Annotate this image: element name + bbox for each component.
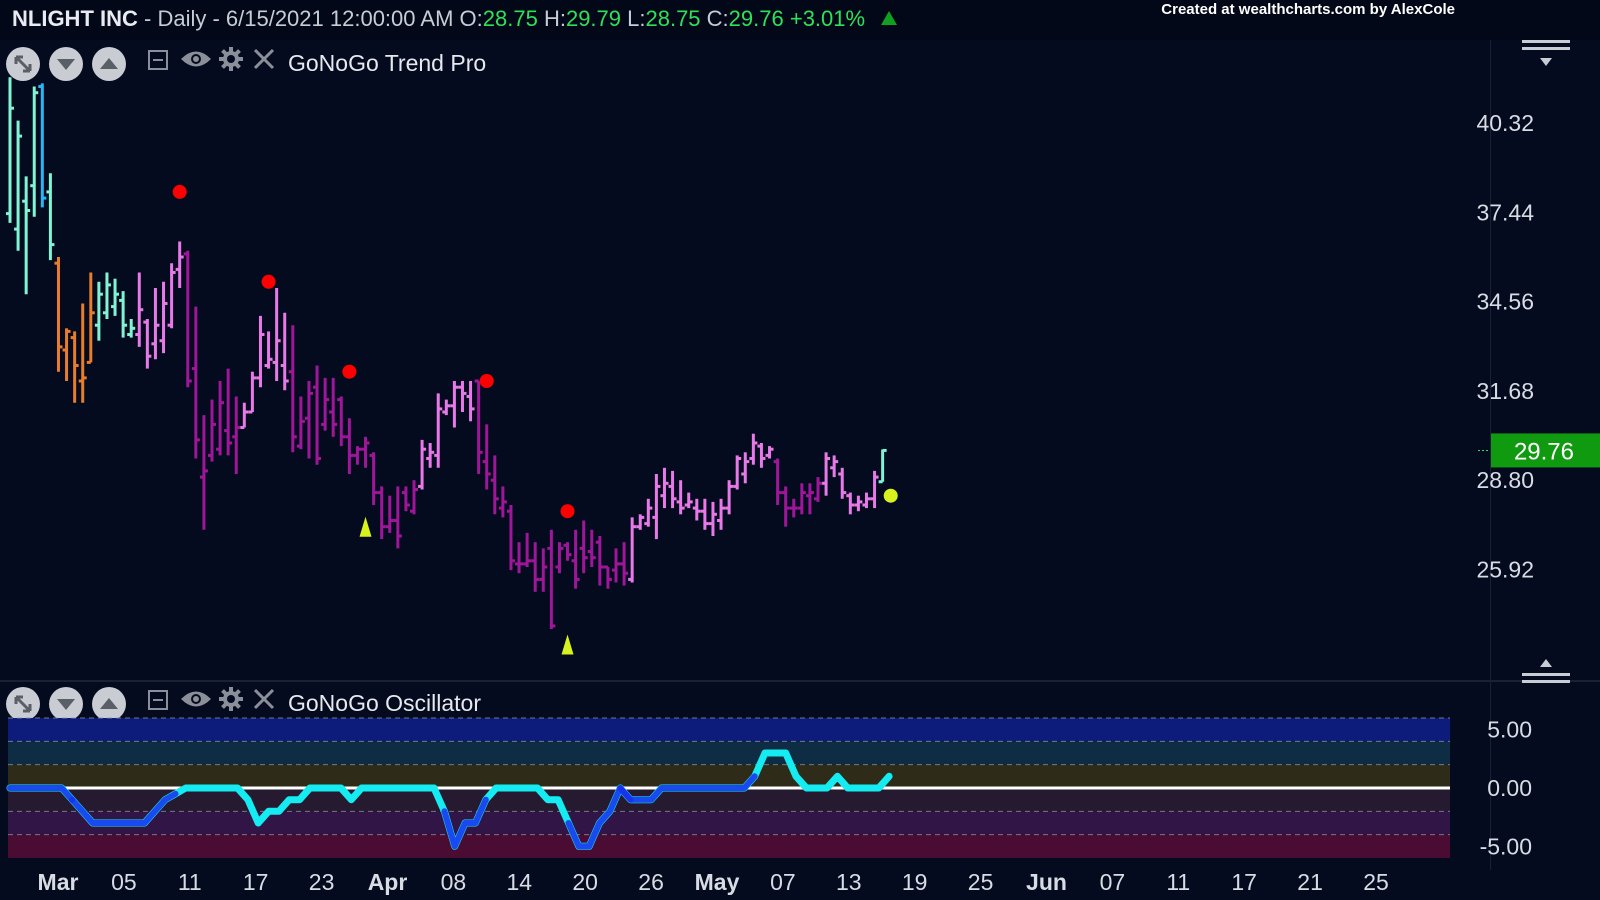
high-value: 29.79 — [565, 6, 622, 31]
go-trend-triangle — [359, 516, 372, 537]
date-axis-label: 07 — [770, 869, 796, 895]
oscillator-axis-label: 5.00 — [1487, 717, 1532, 743]
top-bar: NLIGHT INC - Daily - 6/15/2021 12:00:00 … — [0, 0, 1600, 40]
oscillator-heavy-segment — [7, 785, 76, 803]
oscillator-heavy-segment — [617, 773, 758, 803]
last-price-badge — [1491, 433, 1600, 468]
open-value: 28.75 — [482, 6, 538, 31]
timeframe-info: - Daily - 6/15/2021 12:00:00 AM — [137, 6, 454, 31]
oscillator-heavy-segment — [69, 790, 179, 826]
price-axis-label: 25.92 — [1476, 556, 1534, 582]
close-icon[interactable] — [253, 48, 275, 74]
date-axis-label: Mar — [38, 869, 79, 895]
oscillator-axis-label: 0.00 — [1487, 775, 1532, 801]
date-axis-label: 20 — [572, 869, 598, 895]
date-axis-label: Jun — [1026, 869, 1067, 895]
eye-icon[interactable] — [180, 688, 212, 714]
go-countertrend-dot — [883, 488, 898, 503]
price-axis-label: 34.56 — [1476, 289, 1534, 315]
minimize-icon[interactable] — [148, 688, 168, 714]
high-label: H: — [537, 6, 566, 31]
price-axis-label: 37.44 — [1476, 199, 1534, 225]
gear-icon[interactable] — [218, 686, 244, 716]
collapse-down-icon[interactable] — [49, 47, 83, 81]
oscillator-heavy-segment — [565, 785, 634, 850]
price-axis-label: 28.80 — [1476, 467, 1534, 493]
date-axis-label: 19 — [902, 869, 928, 895]
oscillator-axis-label: -5.00 — [1480, 833, 1532, 859]
oscillator-panel-title: GoNoGo Oscillator — [288, 690, 482, 716]
price-axis-label: 31.68 — [1476, 378, 1534, 404]
close-value: 29.76 — [728, 6, 784, 31]
date-axis-label: 26 — [638, 869, 664, 895]
eye-icon[interactable] — [180, 48, 212, 74]
low-value: 28.75 — [645, 6, 701, 31]
oscillator-band — [8, 811, 1450, 835]
collapse-up-icon[interactable] — [92, 687, 126, 721]
change-percent: +3.01% — [783, 6, 866, 31]
credit-text: Created at wealthcharts.com by AlexCole — [1161, 1, 1455, 18]
last-price-label: 29.76 — [1514, 438, 1574, 465]
oscillator-line — [6, 749, 893, 850]
price-axis-border — [1490, 40, 1491, 870]
chart-header: NLIGHT INC - Daily - 6/15/2021 12:00:00 … — [12, 6, 898, 32]
collapse-down-icon[interactable] — [49, 687, 83, 721]
nogo-countertrend-dot — [560, 504, 575, 519]
collapse-up-icon[interactable] — [92, 47, 126, 81]
date-axis-label: 23 — [309, 869, 335, 895]
open-label: O: — [453, 6, 483, 31]
symbol-name: NLIGHT INC — [12, 6, 138, 31]
oscillator-band — [8, 834, 1450, 858]
nogo-countertrend-dot — [172, 184, 187, 199]
oscillator-band — [8, 788, 1450, 812]
nogo-countertrend-dot — [342, 364, 357, 379]
oscillator-band — [8, 718, 1450, 742]
date-axis-label: 08 — [441, 869, 467, 895]
date-axis-label: 07 — [1100, 869, 1126, 895]
date-axis-label: 17 — [243, 869, 269, 895]
date-axis-label: Apr — [368, 869, 408, 895]
up-arrow-icon — [881, 11, 898, 25]
menu-icon[interactable] — [1522, 40, 1570, 72]
panel-separator[interactable] — [0, 680, 1600, 682]
expand-icon[interactable] — [6, 47, 40, 81]
date-axis-label: 05 — [111, 869, 137, 895]
date-axis-label: 11 — [1166, 869, 1190, 895]
oscillator-band — [8, 764, 1450, 788]
gear-icon[interactable] — [218, 46, 244, 76]
close-icon[interactable] — [253, 688, 275, 714]
date-axis-label: May — [695, 869, 740, 895]
trend-panel-title: GoNoGo Trend Pro — [288, 50, 487, 76]
date-axis-label: 21 — [1297, 869, 1323, 895]
minimize-icon[interactable] — [148, 48, 168, 74]
date-axis-label: 14 — [507, 869, 533, 895]
close-label: C: — [700, 6, 729, 31]
date-axis-label: 25 — [1363, 869, 1389, 895]
low-label: L: — [621, 6, 646, 31]
oscillator-heavy-segment — [441, 796, 489, 850]
oscillator-band — [8, 741, 1450, 765]
nogo-countertrend-dot — [479, 374, 494, 388]
price-axis-label: 40.32 — [1476, 110, 1534, 136]
nogo-countertrend-dot — [261, 274, 276, 289]
go-trend-triangle — [561, 634, 574, 655]
date-axis-label: 11 — [178, 869, 202, 895]
expand-icon[interactable] — [6, 687, 40, 721]
date-axis-label: 13 — [836, 869, 862, 895]
menu-icon[interactable] — [1522, 655, 1570, 687]
date-axis-label: 17 — [1231, 869, 1257, 895]
date-axis-label: 25 — [968, 869, 994, 895]
